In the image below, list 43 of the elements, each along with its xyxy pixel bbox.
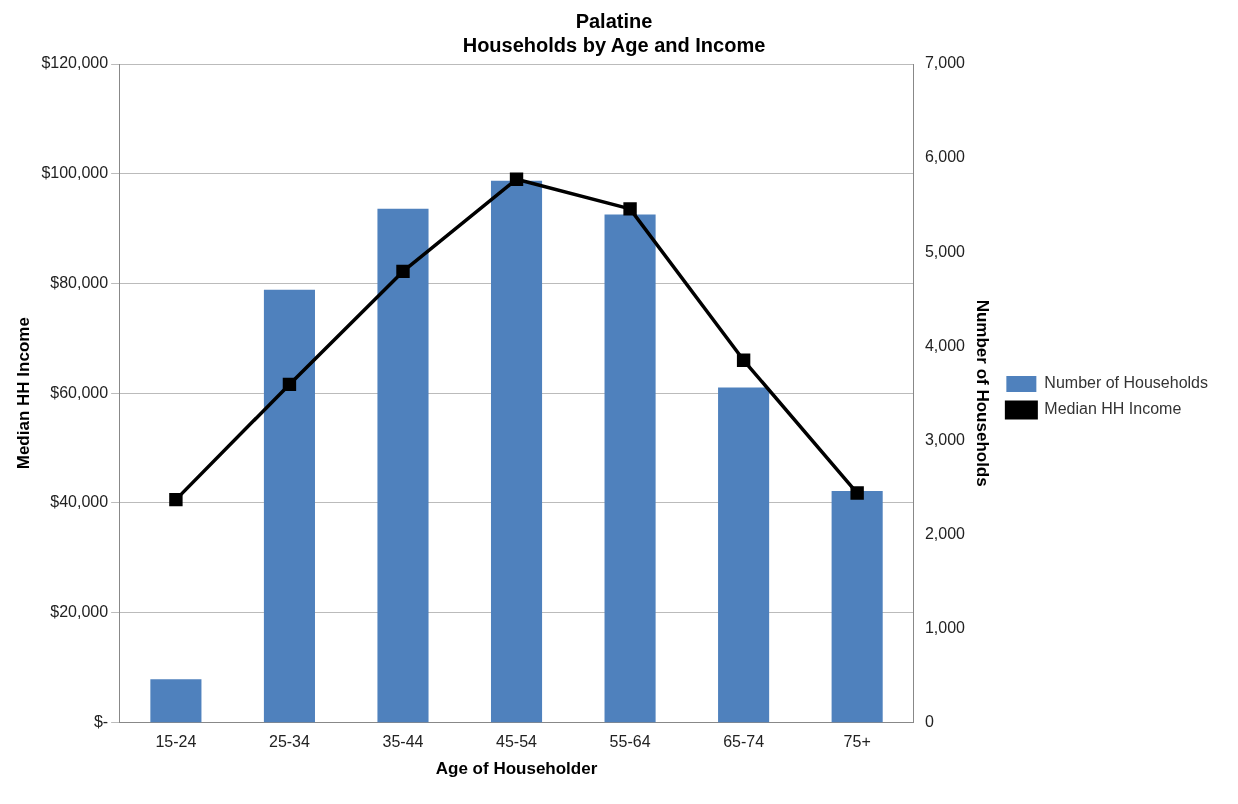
bar: [150, 679, 202, 723]
bar: [377, 208, 429, 723]
y-tick-label: $100,000: [41, 164, 109, 182]
y2-tick-label: 3,000: [924, 430, 966, 448]
y-tick-label: $-: [93, 712, 109, 730]
bar: [263, 289, 315, 723]
y2-tick-label: 6,000: [924, 148, 966, 166]
y-tick-label: $80,000: [50, 273, 109, 291]
y2-axis-title: Number of Households: [973, 299, 993, 487]
x-tick-label: 75+: [843, 733, 871, 751]
chart-title: Palatine: [575, 9, 653, 32]
x-tick-label: 65-74: [723, 733, 765, 751]
bar: [604, 214, 656, 723]
y2-tick-label: 2,000: [924, 524, 966, 542]
point: [623, 202, 637, 216]
y2-tick-label: 7,000: [924, 54, 966, 72]
point: [169, 492, 183, 507]
bar: [831, 491, 883, 723]
legend-label: Number of Households: [1044, 374, 1208, 392]
x-tick-label: 45-54: [496, 733, 538, 751]
point: [850, 486, 864, 500]
chart-subtitle: Households by Age and Income: [462, 33, 766, 56]
y-tick-label: $40,000: [50, 493, 109, 511]
bar: [718, 387, 770, 723]
y2-tick-label: 1,000: [924, 618, 966, 636]
y-tick-label: $60,000: [50, 383, 109, 401]
point: [282, 377, 297, 392]
x-tick-label: 15-24: [155, 733, 197, 751]
point: [509, 172, 524, 186]
x-tick-label: 35-44: [382, 733, 424, 751]
x-tick-label: 55-64: [609, 733, 651, 751]
y-tick-label: $20,000: [50, 603, 109, 621]
point: [736, 353, 751, 367]
y2-tick-label: 5,000: [924, 242, 966, 260]
x-tick-label: 25-34: [268, 733, 311, 751]
x-axis-title: Age of Householder: [435, 759, 598, 779]
y2-tick-label: 0: [924, 712, 934, 730]
y2-tick-label: 4,000: [924, 336, 966, 354]
y-axis-title: Median HH Income: [13, 317, 33, 470]
legend-label: Median HH Income: [1044, 400, 1182, 418]
bar: [490, 180, 543, 723]
point: [396, 264, 410, 279]
y-tick-label: $120,000: [41, 54, 109, 72]
